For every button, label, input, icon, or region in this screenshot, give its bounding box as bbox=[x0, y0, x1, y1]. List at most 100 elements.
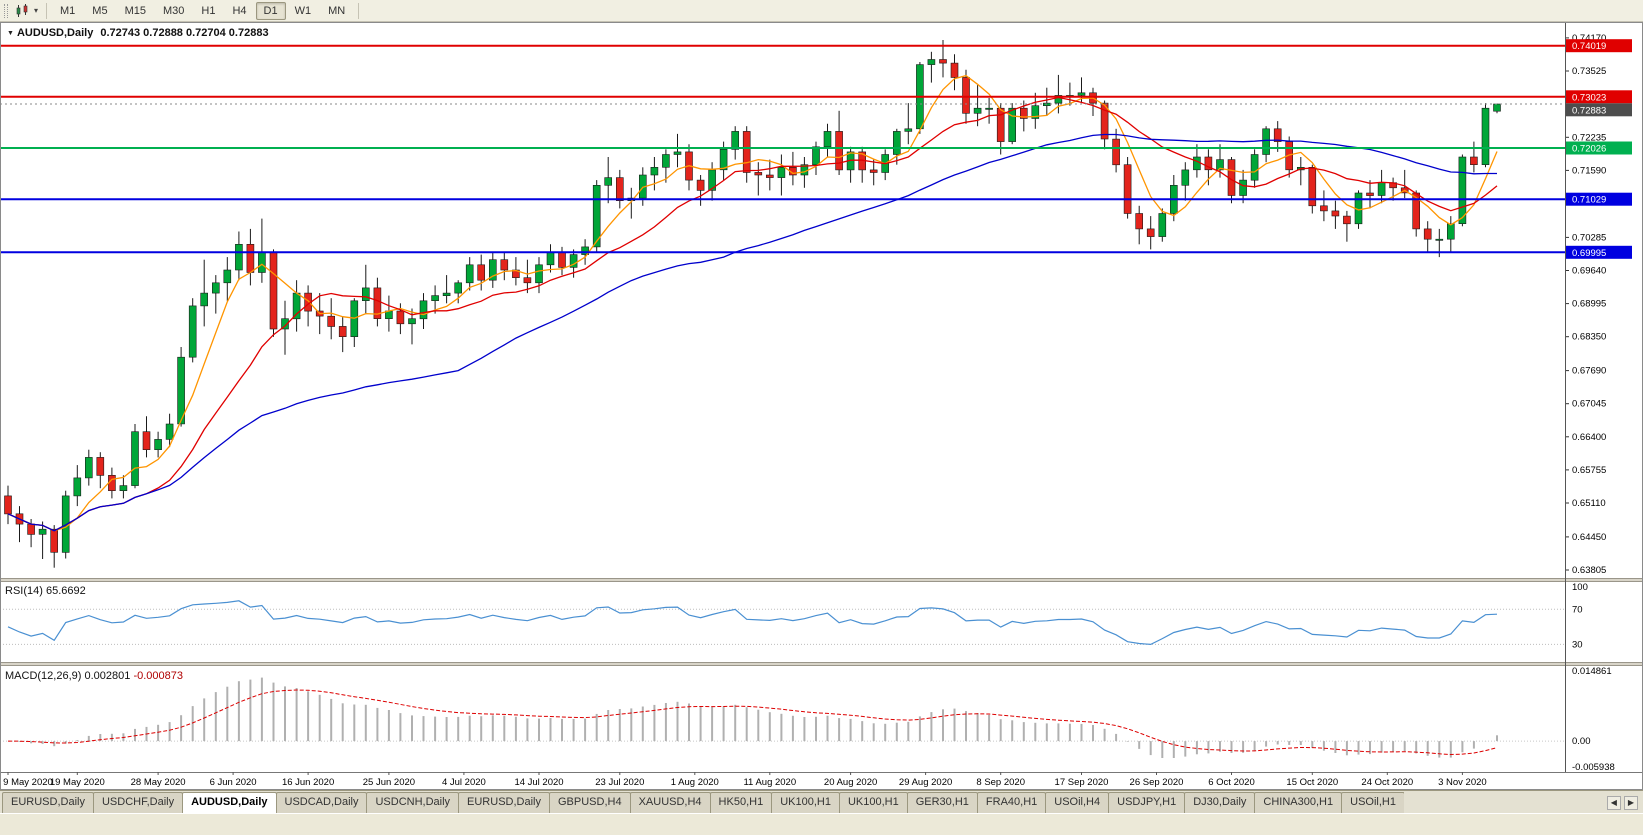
chart-tab-eurusd-daily[interactable]: EURUSD,Daily bbox=[458, 792, 550, 813]
price-badge bbox=[1566, 245, 1632, 259]
candle-bull bbox=[212, 282, 220, 294]
candle-bull bbox=[662, 154, 670, 168]
candle-bull bbox=[546, 251, 555, 266]
candle-bull bbox=[1447, 223, 1455, 240]
candle-bull bbox=[454, 282, 463, 294]
time-scale-area[interactable] bbox=[0, 772, 1565, 790]
price-badge-label: 0.69995 bbox=[1572, 248, 1606, 259]
chart-tab-eurusd-daily[interactable]: EURUSD,Daily bbox=[2, 792, 94, 813]
candle-bear bbox=[1135, 213, 1143, 230]
tab-scroll-right-icon[interactable]: ▶ bbox=[1623, 795, 1638, 810]
candle-bull bbox=[1262, 128, 1270, 155]
chart-tab-usdcad-daily[interactable]: USDCAD,Daily bbox=[275, 792, 368, 813]
toolbar-separator bbox=[46, 2, 48, 19]
chart-tab-uk100-h1[interactable]: UK100,H1 bbox=[771, 792, 840, 813]
status-bar bbox=[0, 813, 1643, 835]
chart-tab-usdjpy-h1[interactable]: USDJPY,H1 bbox=[1108, 792, 1186, 813]
candle-bull bbox=[604, 177, 613, 186]
candle-bear bbox=[765, 174, 774, 178]
candle-bear bbox=[835, 131, 843, 171]
chart-tab-ger30-h1[interactable]: GER30,H1 bbox=[906, 792, 978, 813]
price-axis-label: 0.65755 bbox=[1572, 465, 1606, 476]
candle-bull bbox=[1077, 92, 1086, 96]
candle-bull bbox=[223, 269, 232, 284]
chart-tab-hk50-h1[interactable]: HK50,H1 bbox=[709, 792, 773, 813]
toolbar-grip[interactable] bbox=[4, 3, 8, 18]
candle-bear bbox=[1146, 228, 1155, 237]
chart-tab-usdchf-daily[interactable]: USDCHF,Daily bbox=[92, 792, 184, 813]
price-axis-label: 0.63805 bbox=[1572, 565, 1606, 576]
date-axis-label: 3 Nov 2020 bbox=[1438, 777, 1487, 788]
candle-bull bbox=[1054, 95, 1063, 104]
chart-tab-bar: EURUSD,Daily USDCHF,Daily AUDUSD,Daily USDC… bbox=[0, 790, 1643, 813]
price-axis-label: 0.66400 bbox=[1572, 432, 1606, 443]
candle-bear bbox=[1112, 138, 1120, 166]
rsi-axis-label: 70 bbox=[1572, 604, 1583, 615]
candle-bull bbox=[673, 151, 682, 155]
chart-candles-icon[interactable] bbox=[13, 3, 33, 19]
chart-tab-dj30-daily[interactable]: DJ30,Daily bbox=[1184, 792, 1256, 813]
chart-tab-audusd-daily[interactable]: AUDUSD,Daily bbox=[182, 792, 277, 813]
tab-scroll-left-icon[interactable]: ◀ bbox=[1606, 795, 1621, 810]
date-axis-label: 24 Oct 2020 bbox=[1361, 777, 1413, 788]
panel-divider[interactable] bbox=[0, 662, 1643, 666]
candle-bear bbox=[1100, 102, 1109, 140]
chart-tab-xauusd-h4[interactable]: XAUUSD,H4 bbox=[629, 792, 711, 813]
timeframe-button-m1[interactable]: M1 bbox=[60, 4, 76, 17]
panel-divider[interactable] bbox=[0, 578, 1643, 582]
candle-bear bbox=[27, 523, 35, 535]
price-badge bbox=[1566, 39, 1632, 53]
macd-axis-label: 0.00 bbox=[1572, 736, 1591, 747]
timeframe-button-m15[interactable]: M15 bbox=[124, 4, 146, 17]
candle-bull bbox=[719, 149, 728, 171]
date-axis-label: 8 Sep 2020 bbox=[976, 777, 1025, 788]
candle-bear bbox=[396, 310, 405, 325]
chart-canvas[interactable]: 9 May 202019 May 2020 28 May 2020 6 Jun 20… bbox=[0, 22, 1643, 790]
date-axis-label: 16 Jun 2020 bbox=[282, 777, 334, 788]
chart-tab-china300-h1[interactable]: CHINA300,H1 bbox=[1254, 792, 1343, 813]
candle-bull bbox=[258, 251, 266, 273]
date-axis-label: 1 Aug 2020 bbox=[671, 777, 719, 788]
tab-scroll-controls: ◀ ▶ bbox=[1604, 792, 1641, 813]
candle-bear bbox=[1423, 228, 1432, 240]
chart-tab-fra40-h1[interactable]: FRA40,H1 bbox=[976, 792, 1047, 813]
timeframe-button-d1[interactable]: D1 bbox=[255, 1, 286, 20]
price-axis-label: 0.74170 bbox=[1572, 33, 1606, 44]
macd-signal-line bbox=[7, 689, 1498, 756]
date-axis-label: 26 Sep 2020 bbox=[1130, 777, 1184, 788]
candle-bull bbox=[592, 185, 601, 248]
timeframe-button-h4[interactable]: H4 bbox=[232, 4, 247, 17]
chart-tab-usoil-h1[interactable]: USOil,H1 bbox=[1341, 792, 1404, 813]
candle-bear bbox=[338, 326, 347, 337]
price-badge-label: 0.72883 bbox=[1572, 105, 1606, 116]
candle-bull bbox=[650, 167, 659, 176]
price-axis-label: 0.73525 bbox=[1572, 66, 1606, 77]
timeframe-button-mn[interactable]: MN bbox=[328, 4, 346, 17]
chevron-down-icon[interactable]: ▾ bbox=[34, 6, 39, 15]
timeframe-button-w1[interactable]: W1 bbox=[294, 4, 312, 17]
candle-bull bbox=[812, 146, 820, 166]
candle-bear bbox=[96, 457, 105, 476]
candle-bull bbox=[188, 305, 197, 358]
price-scale-area[interactable] bbox=[1565, 22, 1643, 772]
date-axis-label: 20 Aug 2020 bbox=[824, 777, 877, 788]
candle-bull bbox=[419, 300, 428, 320]
date-axis-label: 19 May 2020 bbox=[50, 777, 105, 788]
ma-line-40 bbox=[7, 133, 1497, 532]
candle-bear bbox=[558, 251, 566, 268]
chart-tab-uk100-h1[interactable]: UK100,H1 bbox=[838, 792, 908, 813]
timeframe-button-m5[interactable]: M5 bbox=[92, 4, 108, 17]
date-axis-label: 6 Jun 2020 bbox=[210, 777, 257, 788]
timeframe-button-h1[interactable]: H1 bbox=[201, 4, 216, 17]
timeframe-button-m30[interactable]: M30 bbox=[162, 4, 185, 17]
date-axis-label: 28 May 2020 bbox=[131, 777, 186, 788]
chart-tab-usoil-h4[interactable]: USOil,H4 bbox=[1045, 792, 1110, 813]
candle-bear bbox=[1320, 205, 1328, 212]
candle-bull bbox=[973, 107, 982, 114]
chart-tab-usdcnh-daily[interactable]: USDCNH,Daily bbox=[366, 792, 460, 813]
date-axis-label: 23 Jul 2020 bbox=[595, 777, 644, 788]
chart-tab-gbpusd-h4[interactable]: GBPUSD,H4 bbox=[549, 792, 631, 813]
candle-bear bbox=[246, 244, 255, 273]
price-badge-label: 0.74019 bbox=[1572, 41, 1606, 52]
